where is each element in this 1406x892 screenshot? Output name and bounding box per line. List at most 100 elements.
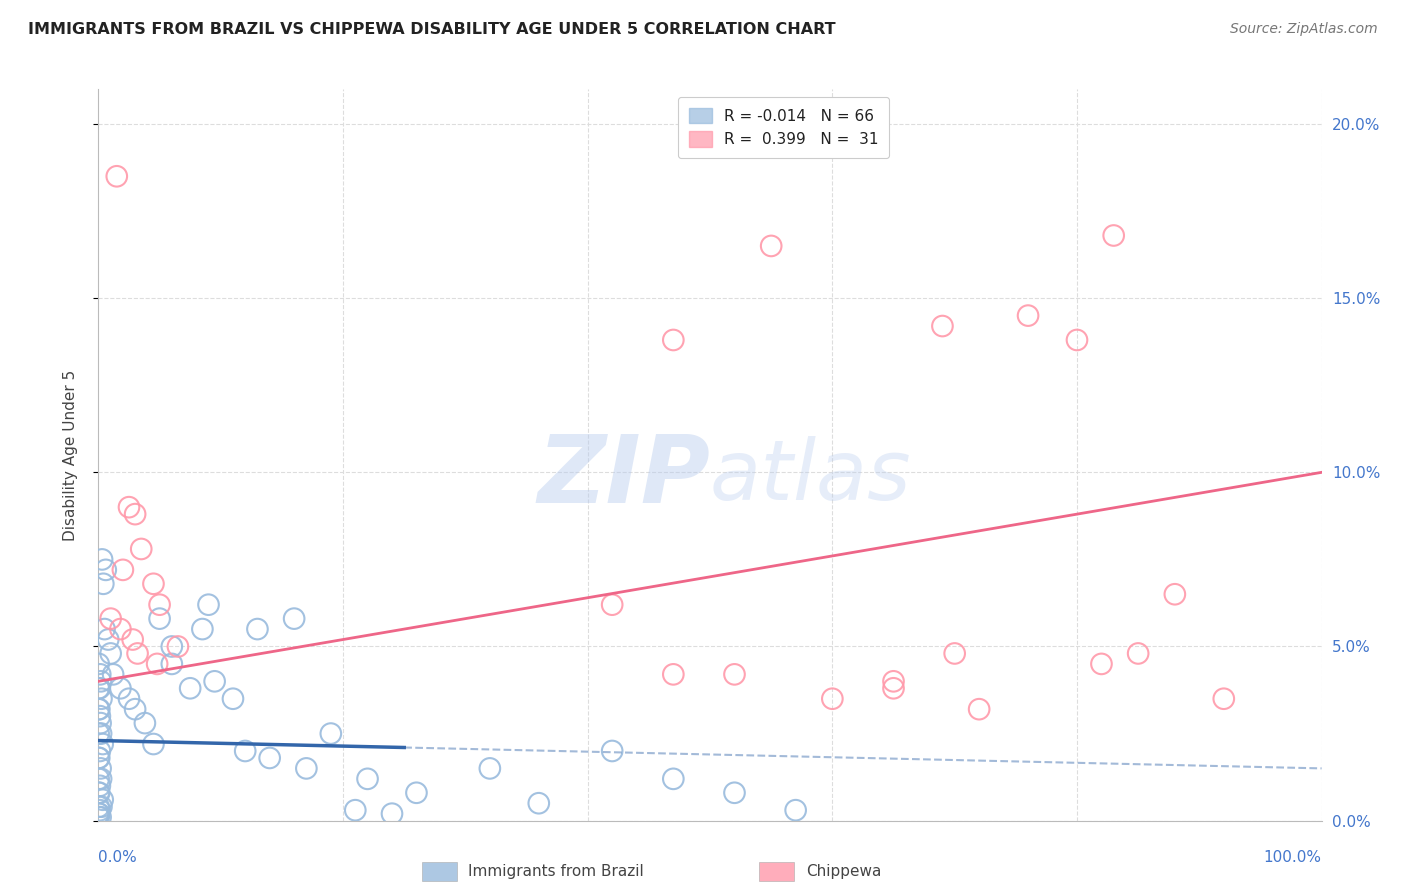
Point [87,681,110,696]
Point [91,793,114,807]
Point [121,632,143,647]
Point [87,702,110,716]
Point [90,810,112,824]
Text: Immigrants from Brazil: Immigrants from Brazil [468,864,644,879]
Point [89,709,111,723]
Point [142,576,165,591]
Point [356,772,378,786]
Point [259,751,281,765]
Point [111,563,134,577]
Point [90,799,112,814]
Point [600,598,623,612]
Point [821,691,844,706]
Point [160,657,183,671]
Point [91,552,114,566]
Point [967,702,990,716]
Point [89,786,111,800]
Point [943,647,966,661]
Point [105,169,128,184]
Point [129,541,152,556]
Point [527,796,550,810]
Point [149,598,172,612]
Point [283,612,305,626]
Point [101,667,124,681]
Point [89,702,111,716]
Point [246,622,269,636]
Point [149,612,172,626]
Point [931,319,953,334]
Point [87,786,110,800]
Point [883,681,905,696]
Point [89,806,111,821]
Y-axis label: Disability Age Under 5: Disability Age Under 5 [63,369,77,541]
Point [662,772,685,786]
Point [89,779,111,793]
Text: Chippewa: Chippewa [806,864,882,879]
Point [204,674,226,689]
Point [142,737,165,751]
Point [89,744,111,758]
Point [91,737,114,751]
Point [90,772,112,786]
Point [110,622,132,636]
Point [146,657,169,671]
Point [1017,309,1039,323]
Point [344,803,367,817]
Legend: R = -0.014   N = 66, R =  0.399   N =  31: R = -0.014 N = 66, R = 0.399 N = 31 [678,97,889,158]
Text: 0.0%: 0.0% [98,850,138,865]
Point [97,632,120,647]
Point [110,681,132,696]
Point [1090,657,1112,671]
Point [90,716,112,731]
Point [93,622,115,636]
Point [723,667,745,681]
Point [222,691,245,706]
Point [87,806,110,821]
Point [90,726,112,740]
Point [295,761,318,775]
Text: IMMIGRANTS FROM BRAZIL VS CHIPPEWA DISABILITY AGE UNDER 5 CORRELATION CHART: IMMIGRANTS FROM BRAZIL VS CHIPPEWA DISAB… [28,22,835,37]
Point [600,744,623,758]
Point [761,239,783,253]
Point [100,647,122,661]
Point [87,726,110,740]
Point [197,598,219,612]
Point [87,657,110,671]
Point [118,500,141,515]
Point [124,507,146,521]
Point [127,647,149,661]
Point [1164,587,1187,601]
Point [381,806,404,821]
Point [1066,333,1088,347]
Point [89,667,111,681]
Point [723,786,745,800]
Point [87,751,110,765]
Point [87,810,110,824]
Point [124,702,146,716]
Text: Source: ZipAtlas.com: Source: ZipAtlas.com [1230,22,1378,37]
Point [89,681,111,696]
Point [662,333,685,347]
Point [233,744,256,758]
Point [89,803,111,817]
Point [160,640,183,654]
Point [90,761,112,775]
Point [662,667,685,681]
Point [134,716,156,731]
Point [90,674,112,689]
Point [167,640,190,654]
Text: 100.0%: 100.0% [1264,850,1322,865]
Point [87,799,110,814]
Point [94,563,117,577]
Text: ZIP: ZIP [537,431,710,523]
Point [191,622,214,636]
Point [1212,691,1234,706]
Point [89,751,111,765]
Point [1102,228,1125,243]
Point [87,772,110,786]
Point [785,803,807,817]
Point [319,726,342,740]
Point [179,681,201,696]
Point [118,691,141,706]
Point [100,612,122,626]
